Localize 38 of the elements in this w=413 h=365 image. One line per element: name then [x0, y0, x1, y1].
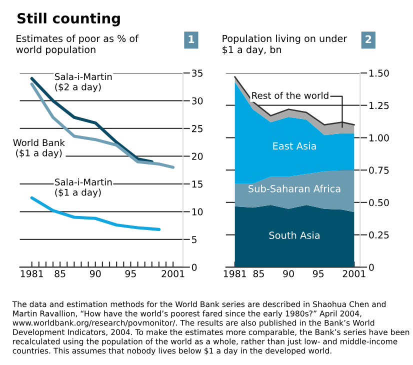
series-label: Sub-Saharan Africa: [248, 184, 340, 192]
line-series: [30, 196, 160, 231]
x-tick-label: 85: [54, 270, 66, 278]
chart-title: Still counting: [18, 12, 120, 26]
x-tick-label: 95: [312, 270, 324, 278]
y-tick-label: 0.25: [369, 231, 389, 239]
series-label: Sala-i-Martin ($2 a day): [55, 73, 112, 92]
series-label: Sala-i-Martin ($1 a day): [55, 178, 112, 198]
y-tick-label: 0: [192, 264, 197, 271]
y-tick-label: 1.50: [370, 70, 389, 77]
annotation: Rest of the world: [252, 92, 328, 99]
text: 2: [366, 35, 372, 44]
x-tick-label: 95: [125, 270, 136, 278]
x-tick-label: 90: [90, 270, 101, 278]
y-tick-label: 0: [369, 264, 374, 271]
x-tick-label: 2001: [162, 270, 184, 278]
y-tick-label: 35: [192, 70, 202, 77]
y-tick-label: 25: [192, 125, 202, 132]
chart-subtitle: Estimates of poor as % of world population: [16, 34, 139, 56]
series-label: East Asia: [273, 142, 316, 150]
y-tick-label: 0.75: [369, 166, 389, 174]
text: 1: [188, 35, 194, 44]
x-tick-label: 90: [283, 270, 294, 278]
y-tick-label: 15: [192, 180, 202, 188]
y-tick-label: 30: [192, 97, 203, 104]
y-tick-label: 1.25: [370, 102, 389, 110]
y-tick-label: 5: [192, 236, 196, 244]
x-tick-label: 2001: [342, 270, 366, 278]
y-tick-label: 0.50: [369, 199, 389, 206]
x-tick-label: 85: [253, 270, 264, 278]
x-tick-label: 1981: [224, 270, 246, 278]
y-tick-label: 1.00: [370, 134, 389, 142]
y-tick-label: 20: [192, 152, 203, 160]
series-label: World Bank ($1 a day): [13, 139, 65, 158]
y-tick-label: 10: [192, 208, 203, 216]
series-label: South Asia: [269, 231, 320, 239]
x-tick-label: 1981: [20, 270, 43, 278]
chart-subtitle: Population living on under $1 a day, bn: [222, 34, 348, 56]
